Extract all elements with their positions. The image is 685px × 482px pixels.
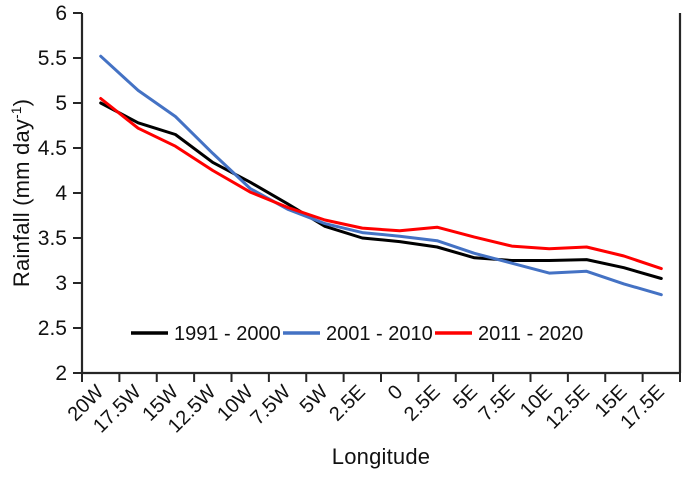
legend-item-2011-2020: 2011 - 2020 [435, 323, 583, 345]
y-tick-label: 2.5 [38, 317, 67, 340]
y-tick-label: 3 [55, 272, 67, 295]
y-tick-label: 2 [55, 362, 67, 385]
x-tick-label: 17.5E [616, 381, 669, 434]
series-line-2011-2020 [99, 97, 663, 271]
x-axis-title: Longitude [331, 444, 431, 469]
y-tick-label: 5 [55, 92, 67, 115]
x-tick-label: 0 [384, 381, 407, 404]
y-tick-label: 4.5 [38, 137, 67, 160]
y-axis-title-close: ) [9, 98, 35, 107]
y-tick-label: 6 [55, 2, 67, 25]
axes [80, 13, 682, 375]
x-tick-label: 7.5E [475, 381, 520, 426]
y-tick-label: 4 [55, 182, 67, 205]
series-line-1991-2000 [99, 101, 663, 280]
x-tick-label: 2.5E [400, 381, 445, 426]
legend-label: 2001 - 2010 [326, 323, 433, 345]
x-tick-label: 2.5E [325, 381, 370, 426]
y-axis-title-superscript: -1 [8, 106, 24, 119]
x-tick-label: 12.5E [542, 381, 595, 434]
series-2011-2020 [99, 97, 663, 271]
y-axis-title-text: Rainfall (mm day [9, 118, 35, 288]
series-1991-2000 [99, 101, 663, 280]
series-2001-2010 [99, 54, 663, 297]
legend-item-1991-2000: 1991 - 2000 [131, 323, 281, 345]
legend-label: 1991 - 2000 [174, 323, 281, 345]
legend-label: 2011 - 2020 [478, 323, 583, 345]
series-line-2001-2010 [99, 54, 663, 297]
y-axis-title: Rainfall (mm day-1) [9, 99, 35, 287]
legend-item-2001-2010: 2001 - 2010 [283, 323, 433, 345]
x-tick-label: 7.5W [247, 381, 296, 430]
legend: 1991 - 2000 2001 - 2010 2011 - 2020 [131, 323, 583, 345]
y-tick-label: 3.5 [38, 227, 67, 250]
y-axis-ticks: 6 5.5 5 4.5 4 3.5 3 2.5 2 [38, 2, 82, 385]
y-tick-label: 5.5 [38, 47, 67, 70]
